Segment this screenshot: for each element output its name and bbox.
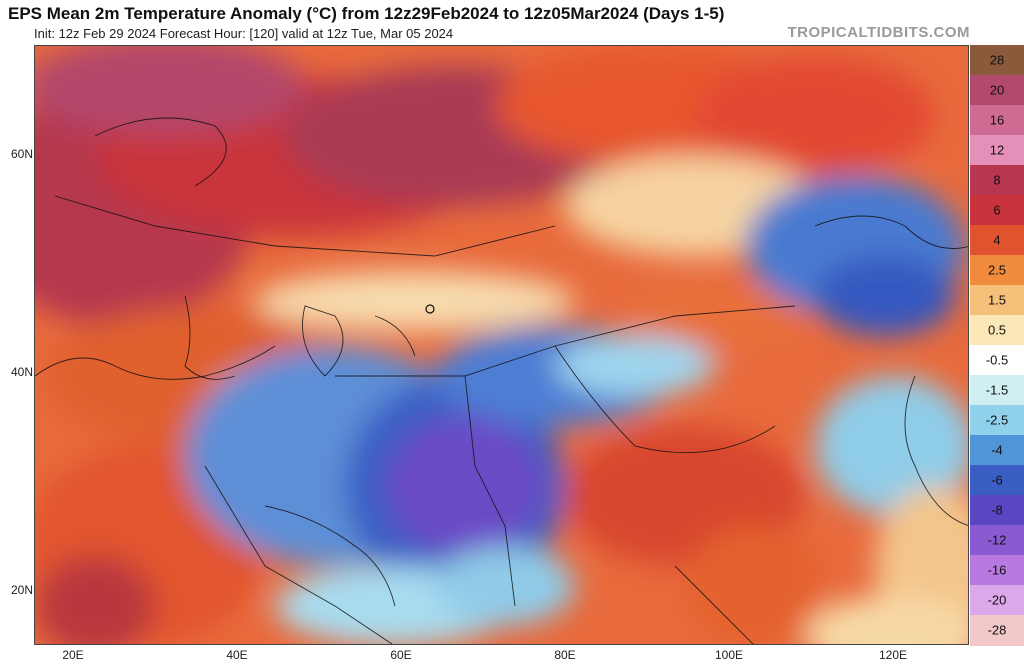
colorbar-label: 0.5 bbox=[987, 322, 1007, 338]
persian-gulf bbox=[264, 505, 396, 607]
colorbar-label: 2.5 bbox=[987, 262, 1007, 278]
colorbar-label: 6 bbox=[993, 202, 1001, 218]
colorbar-swatch bbox=[970, 255, 1024, 286]
caspian-sea bbox=[302, 305, 344, 377]
colorbar-swatch bbox=[970, 285, 1024, 316]
colorbar-swatch bbox=[970, 195, 1024, 226]
colorbar-swatch bbox=[970, 525, 1024, 556]
colorbar-swatch bbox=[970, 165, 1024, 196]
colorbar-swatch bbox=[970, 345, 1024, 376]
colorbar-swatch bbox=[970, 135, 1024, 166]
lon-label: 80E bbox=[554, 648, 576, 662]
colorbar-label: -4 bbox=[991, 442, 1003, 458]
map-title: EPS Mean 2m Temperature Anomaly (°C) fro… bbox=[8, 4, 725, 23]
colorbar-swatch bbox=[970, 465, 1024, 496]
red-sea-coast bbox=[204, 465, 393, 644]
anomaly-blob bbox=[35, 46, 305, 136]
lat-label: 40N bbox=[10, 365, 33, 379]
colorbar-swatch bbox=[970, 495, 1024, 526]
colorbar-swatch bbox=[970, 615, 1024, 646]
border-line bbox=[814, 215, 968, 249]
colorbar-label: -1.5 bbox=[985, 382, 1009, 398]
colorbar-swatch bbox=[970, 75, 1024, 106]
colorbar-label: -6 bbox=[991, 472, 1003, 488]
colorbar-label: 16 bbox=[989, 112, 1005, 128]
lon-label: 100E bbox=[714, 648, 744, 662]
border-line bbox=[464, 375, 516, 607]
border-line bbox=[674, 565, 754, 644]
colorbar-label: -20 bbox=[987, 592, 1007, 608]
colorbar-label: 8 bbox=[993, 172, 1001, 188]
map-subtitle: Init: 12z Feb 29 2024 Forecast Hour: [12… bbox=[34, 26, 454, 41]
anomaly-blob bbox=[625, 281, 805, 351]
colorbar-label: 28 bbox=[989, 52, 1005, 68]
colorbar-label: 1.5 bbox=[987, 292, 1007, 308]
colorbar-label: 20 bbox=[989, 82, 1005, 98]
colorbar-swatch bbox=[970, 225, 1024, 256]
anomaly-blob bbox=[555, 336, 715, 396]
colorbar-label: -28 bbox=[987, 622, 1007, 638]
baltic-coast bbox=[94, 117, 227, 187]
colorbar-label: 12 bbox=[989, 142, 1005, 158]
colorbar-label: -12 bbox=[987, 532, 1007, 548]
border-line bbox=[54, 195, 556, 257]
anomaly-blob bbox=[385, 416, 545, 556]
lon-label: 40E bbox=[226, 648, 248, 662]
anomaly-blob bbox=[435, 546, 575, 626]
colorbar-label: -8 bbox=[991, 502, 1003, 518]
lat-label: 20N bbox=[10, 583, 33, 597]
lake-marker bbox=[425, 304, 435, 314]
lon-label: 60E bbox=[390, 648, 412, 662]
anomaly-field bbox=[35, 46, 968, 644]
black-sea-coast bbox=[35, 345, 276, 380]
colorbar-label: -16 bbox=[987, 562, 1007, 578]
lat-label: 60N bbox=[10, 147, 33, 161]
anomaly-blob bbox=[695, 56, 935, 176]
map-canvas bbox=[35, 46, 968, 644]
china-coast bbox=[904, 375, 968, 526]
colorbar-swatch bbox=[970, 405, 1024, 436]
anomaly-map[interactable] bbox=[34, 45, 969, 645]
anomaly-blob bbox=[685, 526, 825, 644]
anomaly-blob bbox=[35, 556, 155, 644]
aral-sea bbox=[374, 315, 416, 357]
coastlines-and-borders-sharp bbox=[35, 117, 968, 644]
colorbar-label: -2.5 bbox=[985, 412, 1009, 428]
anomaly-blob bbox=[815, 376, 968, 516]
anomaly-blob bbox=[815, 256, 955, 336]
border-line bbox=[184, 295, 236, 380]
lon-label: 120E bbox=[878, 648, 908, 662]
lon-label: 20E bbox=[62, 648, 84, 662]
colorbar-label: -0.5 bbox=[985, 352, 1009, 368]
colorbar-swatch bbox=[970, 375, 1024, 406]
anomaly-blob bbox=[805, 596, 968, 644]
colorbar-swatch bbox=[970, 105, 1024, 136]
colorbar-legend: 28 20 16 12 8 6 4 2.5 1.5 0.5 -0.5 -1.5 -2.5 -4 -6 -8 -1… bbox=[970, 45, 1024, 646]
border-line bbox=[554, 345, 776, 454]
colorbar-swatch bbox=[970, 315, 1024, 346]
colorbar-swatch bbox=[970, 45, 1024, 76]
colorbar-swatch bbox=[970, 435, 1024, 466]
colorbar-swatch bbox=[970, 555, 1024, 586]
colorbar-swatch bbox=[970, 585, 1024, 616]
colorbar-label: 4 bbox=[993, 232, 1001, 248]
source-watermark: TROPICALTIDBITS.COM bbox=[787, 24, 970, 41]
